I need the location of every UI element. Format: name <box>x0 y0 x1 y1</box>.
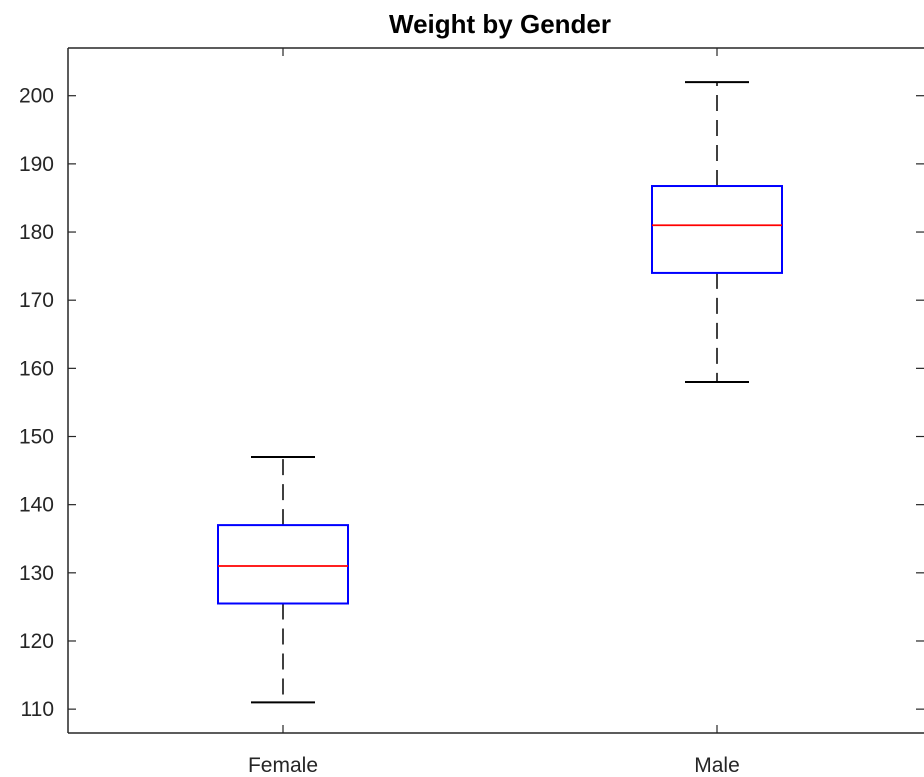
y-tick-label: 110 <box>21 698 54 721</box>
x-tick-label: Female <box>248 754 318 777</box>
axes: 110 120 130 140 150 160 170 180 190 200 Female Male <box>19 47 924 777</box>
y-tick-label: 150 <box>19 426 54 449</box>
y-tick-label: 120 <box>19 630 54 653</box>
y-tick-label: 130 <box>19 562 54 585</box>
box-female <box>217 455 349 704</box>
chart-title: Weight by Gender <box>389 9 611 39</box>
iqr-box <box>217 524 349 605</box>
box-male <box>651 81 783 383</box>
iqr-box <box>651 185 783 274</box>
y-tick-label: 180 <box>19 221 54 244</box>
y-tick-label: 140 <box>19 494 54 517</box>
y-tick-label: 200 <box>19 85 54 108</box>
x-tick-label: Male <box>694 754 740 777</box>
y-tick-label: 160 <box>19 357 54 380</box>
boxes-group <box>217 81 783 704</box>
y-tick-label: 190 <box>19 153 54 176</box>
y-tick-label: 170 <box>19 289 54 312</box>
